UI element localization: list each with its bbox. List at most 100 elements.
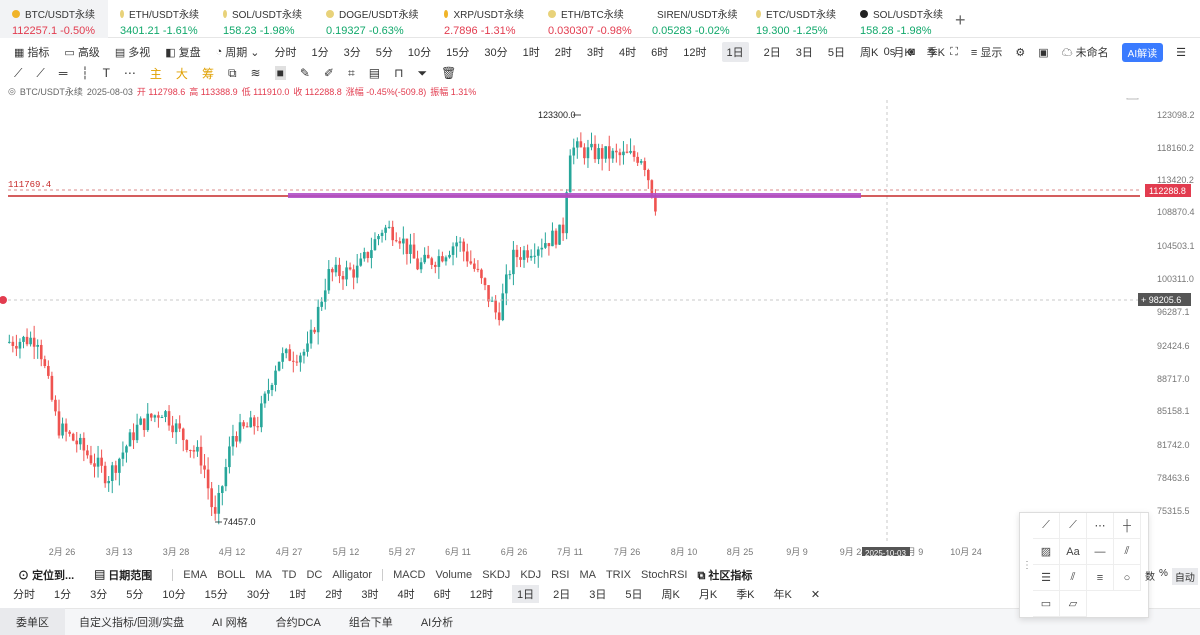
locate-button[interactable]: ⊙ 定位到... [18,570,75,582]
ticker-tab[interactable]: SOL/USDT永续 158.28 -1.98% [848,0,958,38]
toolbar-item[interactable]: 30分 [484,44,507,60]
add-ticker-icon[interactable]: + [955,10,966,30]
toolbar-item[interactable]: 季K [927,44,945,60]
main-indicator[interactable]: MA [255,569,272,581]
ticker-tab[interactable]: BTC/USDT永续 112257.1 -0.50% [0,0,108,38]
timeframe-option[interactable]: 年K [773,589,792,601]
close-icon[interactable]: ✕ [810,588,821,601]
big-label[interactable]: 大 [175,66,188,81]
ticker-tab[interactable]: ETH/BTC永续 0.030307 -0.98% [536,0,640,38]
timeframe-option[interactable]: 3分 [90,589,108,601]
timeframe-option[interactable]: 3日 [589,589,607,601]
sub-indicator[interactable]: TRIX [605,569,631,581]
scale-num[interactable]: 数 [1145,572,1155,583]
vline-tool-icon[interactable]: ┆ [81,66,89,80]
parallelogram-icon[interactable]: ▱ [1060,591,1087,617]
save-icon[interactable]: ▣ [1038,46,1049,59]
text-tool-icon[interactable]: T [102,66,110,80]
clipboard-icon[interactable]: ▤ [368,66,381,80]
toolbar-item[interactable]: 3日 [796,44,813,60]
toolbar-item[interactable]: 4时 [619,44,636,60]
fill-icon[interactable]: ■ [274,66,286,80]
scale-auto[interactable]: 自动 [1171,568,1198,585]
bottom-tab[interactable]: 自定义指标/回测/实盘 [79,617,185,629]
toolbar-item[interactable]: ◧ 复盘 [165,44,200,60]
pitchfork-icon[interactable]: ⫽ [1114,539,1141,565]
timeframe-option[interactable]: 季K [736,589,755,601]
main-label[interactable]: 主 [149,66,162,81]
lock-icon[interactable]: ⊓ [394,66,404,80]
toolbar-item[interactable]: 月K [893,44,911,60]
toolbar-item[interactable]: 15分 [446,44,469,60]
timeframe-option[interactable]: 1日 [512,585,540,603]
toolbar-item[interactable]: ▭ 高级 [64,44,99,60]
menu-icon[interactable]: ☰ [1176,46,1186,59]
rect-icon[interactable]: ▭ [1033,591,1060,617]
edit-icon[interactable]: ✎ [927,46,938,59]
settings-icon[interactable]: ⚙ [1015,46,1026,59]
chip-label[interactable]: 筹 [201,66,214,81]
bottom-tab[interactable]: 合约DCA [275,617,321,629]
toolbar-item[interactable]: 12时 [683,44,706,60]
price-range-icon[interactable]: ⋯ [1087,513,1114,539]
trendline-icon[interactable]: ⟋ [1033,513,1060,539]
toolbar-item[interactable]: 分时 [275,44,297,60]
timeframe-option[interactable]: 3时 [361,589,379,601]
sub-indicator[interactable]: MA [579,569,596,581]
toolbar-item[interactable]: 10分 [408,44,431,60]
timeframe-option[interactable]: 周K [661,589,680,601]
image-icon[interactable]: ▨ [1033,539,1060,565]
timeframe-option[interactable]: 月K [698,589,718,601]
ai-button[interactable]: AI解读 [1121,42,1164,62]
ticker-tab[interactable]: DOGE/USDT永续 0.19327 -0.63% [314,0,432,38]
toolbar-item[interactable]: 5分 [376,44,393,60]
timeframe-option[interactable]: 2日 [553,589,571,601]
copy-icon[interactable]: ⧉ [227,65,237,80]
toolbar-item[interactable]: ▤ 多视 [115,44,150,60]
toolbar-item[interactable]: 1日 [721,42,749,62]
sub-indicator[interactable]: Volume [435,569,473,581]
bottom-tab[interactable]: 组合下单 [348,617,393,629]
timeframe-option[interactable]: 4时 [397,589,415,601]
scale-pct[interactable]: % [1159,568,1168,579]
toolbar-item[interactable]: 2时 [555,44,572,60]
ray-tool-icon[interactable]: ⟋ [36,65,45,80]
ray-icon[interactable]: ⟋ [1060,513,1087,539]
toolbar-item[interactable]: 周K [860,44,878,60]
ticker-tab[interactable]: ETC/USDT永续 19.300 -1.25% [744,0,848,38]
toolbar-item[interactable]: 6时 [651,44,668,60]
timeframe-option[interactable]: 2时 [325,589,343,601]
timeframe-option[interactable]: 5日 [625,589,643,601]
bottom-tab[interactable]: AI 网格 [212,617,248,629]
toolbar-item[interactable]: 2日 [764,44,781,60]
timeframe-option[interactable]: 30分 [246,589,271,601]
toolbar-item[interactable]: 5日 [828,44,845,60]
layers-icon[interactable]: ≋ [250,66,261,80]
price-chart[interactable]: 123098.2 118160.2 113420.2 108870.4 104503.1… [0,98,1200,556]
hline-tool-icon[interactable]: ═ [58,66,68,80]
main-indicator[interactable]: Alligator [332,569,373,581]
date-range-button[interactable]: ▤ 日期范围 [94,570,153,582]
channel-icon[interactable]: ⫽ [1060,565,1087,591]
bottom-tab[interactable]: 委单区 [0,608,65,635]
camera-icon[interactable]: ◙ [908,46,915,58]
toolbar-item[interactable]: 3时 [587,44,604,60]
ticker-tab[interactable]: ETH/USDT永续 3401.21 -1.61% [108,0,211,38]
more-tools-icon[interactable]: ⋯ [123,66,136,80]
timeframe-option[interactable]: 15分 [204,589,228,601]
community-indicators[interactable]: ⧉ 社区指标 [697,570,753,582]
sub-indicator[interactable]: RSI [551,569,570,581]
show-toggle[interactable]: ≡ 显示 [970,47,1003,59]
timeframe-option[interactable]: 5分 [126,589,144,601]
ticker-tab[interactable]: SOL/USDT永续 158.23 -1.98% [211,0,314,38]
eraser-icon[interactable]: ✐ [323,66,334,80]
filter-icon[interactable]: ⏷ [417,65,428,80]
main-indicator[interactable]: EMA [183,569,208,581]
crop-icon[interactable]: ⌗ [347,65,355,80]
main-indicator[interactable]: BOLL [217,569,246,581]
timeframe-option[interactable]: 1时 [289,589,307,601]
sub-indicator[interactable]: MACD [393,569,426,581]
brush-icon[interactable]: ✎ [299,66,310,80]
line-tool-icon[interactable]: ⟋ [14,65,23,80]
timeframe-option[interactable]: 12时 [469,589,493,601]
